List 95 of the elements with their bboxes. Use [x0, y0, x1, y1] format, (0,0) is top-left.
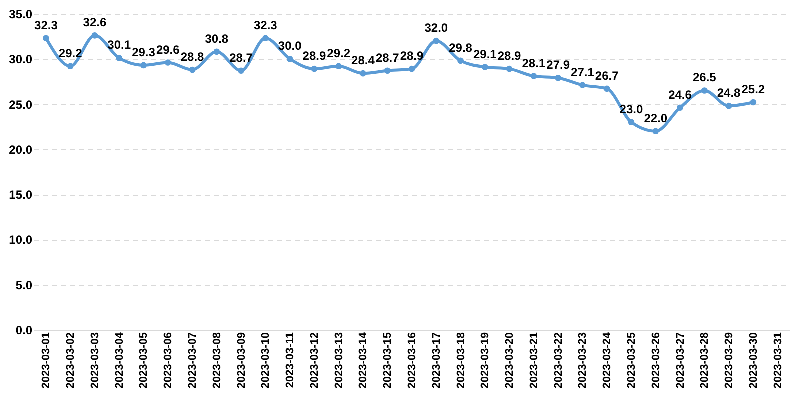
point: [628, 119, 635, 126]
x-tick-label: 2023-03-27: [674, 332, 687, 389]
data-label: 26.5: [692, 70, 717, 85]
point: [482, 64, 488, 70]
data-label: 27.1: [571, 65, 595, 80]
x-tick-label: 2023-03-06: [162, 332, 175, 389]
data-label: 28.9: [302, 49, 326, 64]
x-tick-label: 2023-03-23: [577, 332, 590, 389]
x-tick-label: 2023-03-14: [358, 332, 370, 389]
point: [701, 88, 708, 94]
x-tick-label: 2023-03-12: [308, 332, 321, 389]
point: [750, 99, 757, 106]
y-tick-label: 5.0: [16, 278, 33, 292]
y-tick-label: 15.0: [9, 188, 33, 202]
point: [67, 63, 74, 70]
data-label: 29.3: [132, 45, 156, 60]
data-label: 28.9: [498, 49, 522, 64]
x-tick-label: 2023-03-15: [382, 332, 394, 389]
data-label: 29.8: [449, 40, 473, 55]
x-tick-label: 2023-03-31: [772, 332, 784, 389]
data-label: 26.7: [595, 68, 620, 83]
x-tick-label: 2023-03-13: [333, 332, 346, 389]
x-tick-label: 2023-03-17: [430, 332, 443, 389]
point: [164, 60, 172, 66]
x-tick-label: 2023-03-18: [455, 332, 468, 389]
x-tick-label: 2023-03-28: [699, 332, 712, 389]
x-tick-label: 2023-03-24: [602, 332, 614, 389]
point: [189, 66, 196, 74]
x-tick-label: 2023-03-26: [650, 332, 662, 389]
data-label: 29.1: [473, 47, 498, 62]
data-label: 30.8: [205, 32, 229, 46]
y-tick-label: 0.0: [16, 324, 33, 338]
point: [140, 62, 147, 69]
y-tick-label: 20.0: [9, 142, 33, 157]
point: [360, 70, 366, 77]
point: [506, 66, 513, 72]
data-label: 27.9: [546, 58, 570, 72]
point: [262, 35, 269, 42]
point: [43, 35, 50, 42]
data-label: 28.8: [180, 50, 205, 64]
point: [408, 66, 416, 72]
point: [652, 128, 660, 135]
x-tick-label: 2023-03-25: [626, 332, 638, 389]
data-label: 30.0: [278, 39, 302, 54]
point: [116, 55, 123, 62]
point: [555, 74, 562, 82]
x-tick-label: 2023-03-21: [528, 332, 540, 389]
x-tick-label: 2023-03-03: [89, 332, 102, 389]
x-tick-label: 2023-03-01: [40, 332, 53, 389]
x-tick-label: 2023-03-11: [284, 332, 297, 388]
point: [726, 102, 732, 110]
x-tick-label: 2023-03-05: [138, 332, 150, 389]
data-label: 32.3: [254, 18, 278, 32]
data-label: 24.8: [717, 86, 742, 100]
data-label: 25.2: [742, 82, 766, 96]
x-tick-label: 2023-03-08: [211, 332, 224, 389]
x-tick-label: 2023-03-22: [552, 332, 565, 389]
data-label: 28.1: [522, 56, 546, 70]
data-label: 32.3: [34, 18, 58, 32]
data-label: 29.2: [327, 46, 351, 60]
point: [458, 58, 464, 64]
x-tick-label: 2023-03-20: [504, 332, 516, 389]
x-tick-label: 2023-03-30: [748, 332, 760, 389]
point: [286, 56, 294, 62]
x-tick-label: 2023-03-09: [236, 332, 248, 389]
y-tick-label: 10.0: [9, 233, 33, 248]
data-label: 32.0: [424, 21, 448, 36]
data-label: 30.1: [108, 38, 132, 52]
data-label: 24.6: [668, 88, 692, 102]
point: [214, 48, 220, 56]
data-label: 22.0: [644, 111, 668, 126]
y-tick-label: 25.0: [9, 98, 33, 112]
point: [433, 38, 440, 44]
point: [238, 68, 244, 74]
data-label: 29.6: [156, 42, 180, 57]
x-tick-label: 2023-03-29: [724, 332, 736, 389]
point: [311, 66, 318, 72]
point: [92, 32, 98, 39]
point: [384, 68, 391, 74]
x-tick-label: 2023-03-04: [114, 332, 126, 389]
point: [677, 104, 684, 112]
x-tick-label: 2023-03-16: [406, 332, 418, 389]
y-tick-label: 35.0: [9, 8, 33, 22]
x-tick-label: 2023-03-19: [480, 332, 492, 389]
point: [530, 73, 538, 80]
x-tick-label: 2023-03-02: [65, 332, 78, 389]
point: [580, 82, 586, 88]
y-tick-label: 30.0: [9, 52, 33, 67]
x-tick-label: 2023-03-10: [260, 332, 272, 389]
x-tick-label: 2023-03-07: [187, 332, 200, 389]
point: [604, 86, 610, 92]
data-label: 28.7: [376, 50, 400, 65]
data-label: 32.6: [83, 16, 107, 30]
point: [336, 63, 342, 70]
data-label: 28.4: [352, 54, 376, 68]
